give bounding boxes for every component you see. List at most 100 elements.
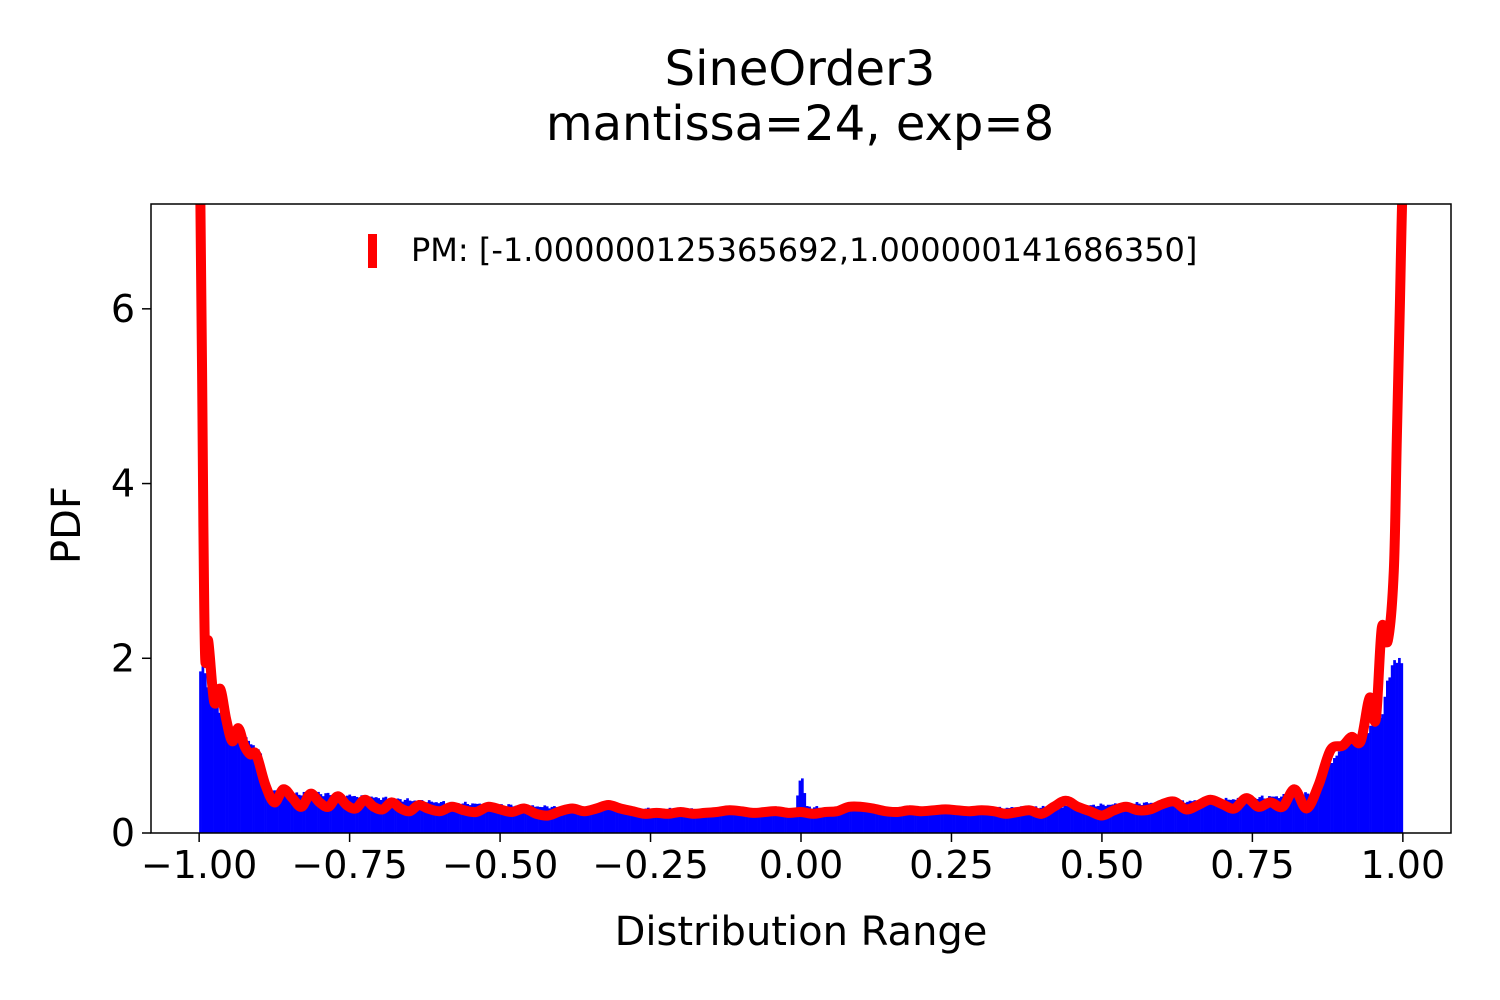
histogram-bar: [996, 807, 999, 833]
histogram-bar: [1395, 662, 1399, 833]
histogram-bar: [1082, 806, 1086, 833]
histogram-bar: [615, 808, 619, 833]
histogram-bar: [846, 810, 850, 833]
histogram-bar: [897, 809, 901, 833]
histogram-bar: [861, 810, 864, 833]
histogram-bar: [646, 807, 650, 833]
histogram-bar: [401, 801, 405, 833]
histogram-bar: [736, 809, 739, 833]
histogram-bar: [242, 742, 246, 833]
histogram-bar: [1203, 798, 1206, 833]
histogram-bar: [562, 808, 566, 833]
legend-label: PM: [-1.000000125365692,1.00000014168635…: [411, 231, 1197, 269]
histogram-bar: [1292, 795, 1295, 833]
histogram-bar: [418, 800, 421, 833]
histogram-bar: [704, 808, 708, 833]
histogram-bar: [293, 793, 296, 833]
histogram-bar: [379, 799, 383, 833]
histogram-bar: [1169, 802, 1173, 833]
histogram-bar: [524, 806, 527, 833]
y-tick-label: 0: [111, 811, 135, 855]
histogram-bar: [675, 809, 679, 833]
histogram-bar: [225, 721, 229, 833]
histogram-bar: [1178, 800, 1182, 833]
histogram-bar: [577, 807, 580, 833]
histogram-bar: [353, 795, 356, 833]
histogram-bar: [249, 744, 253, 833]
histogram-bar: [1215, 799, 1218, 833]
histogram-bar: [608, 808, 612, 833]
histogram-bar: [820, 808, 823, 833]
histogram-bar: [1075, 806, 1079, 833]
legend: PM: [-1.000000125365692,1.00000014168635…: [368, 231, 1197, 269]
histogram-bar: [755, 810, 758, 833]
histogram-bar: [350, 796, 354, 833]
histogram-bar: [281, 790, 284, 833]
histogram-bar: [329, 795, 332, 833]
histogram-bar: [1388, 677, 1392, 833]
histogram-bar: [367, 797, 371, 833]
histogram-bar: [1376, 718, 1380, 833]
histogram-bar: [1277, 798, 1281, 833]
histogram-bar: [514, 805, 518, 833]
histogram-bar: [858, 809, 862, 833]
histogram-bar: [767, 810, 771, 833]
histogram-bar: [786, 809, 790, 833]
histogram-bar: [716, 810, 720, 833]
histogram-bar: [801, 778, 804, 833]
histogram-bar: [372, 797, 376, 833]
histogram-bar: [228, 725, 231, 833]
histogram-bar: [656, 808, 660, 833]
histogram-bar: [680, 809, 684, 833]
x-tick-label: 0.75: [1210, 843, 1295, 887]
histogram-bar: [957, 810, 961, 833]
histogram-bar: [993, 809, 997, 833]
histogram-bar: [606, 809, 609, 833]
histogram-bar: [1241, 800, 1245, 833]
y-tick-label: 2: [111, 636, 135, 680]
histogram-bar: [1005, 807, 1009, 833]
histogram-bar: [827, 807, 831, 833]
histogram-bar: [969, 809, 973, 833]
histogram-bar: [1378, 717, 1382, 833]
legend-swatch: [368, 234, 377, 268]
histogram-bar: [512, 806, 515, 833]
histogram-bar: [839, 808, 843, 833]
histogram-bar: [890, 810, 893, 833]
histogram-bar: [516, 805, 520, 833]
histogram-bar: [423, 802, 426, 833]
histogram-bar: [1260, 795, 1264, 833]
histogram-bar: [403, 799, 407, 833]
histogram-bar: [459, 804, 462, 833]
histogram-bar: [1212, 800, 1216, 833]
histogram-bar: [1352, 738, 1356, 833]
histogram-bar: [346, 795, 349, 833]
histogram-bar: [1200, 800, 1204, 833]
histogram-bar: [538, 806, 542, 833]
histogram-bar: [702, 809, 706, 833]
histogram-bar: [565, 806, 568, 833]
histogram-bar: [1361, 725, 1365, 833]
histogram-bar: [654, 808, 657, 833]
histogram-bar: [1236, 797, 1240, 833]
histogram-bar: [348, 794, 352, 833]
histogram-bar: [837, 807, 840, 833]
histogram-bar: [413, 800, 417, 833]
histogram-bar: [1109, 804, 1112, 833]
histogram-bar: [921, 810, 925, 833]
histogram-bar: [1227, 799, 1230, 833]
histogram-bar: [1008, 808, 1011, 833]
histogram-bar: [509, 804, 513, 833]
histogram-bar: [834, 809, 838, 833]
histogram-bar: [338, 793, 342, 833]
histogram-bar: [810, 808, 814, 833]
histogram-bar: [1210, 800, 1213, 833]
histogram-bar: [526, 807, 530, 833]
histogram-bar: [208, 695, 212, 833]
histogram-bar: [748, 809, 751, 833]
histogram-bar: [1243, 799, 1247, 833]
histogram-bar: [220, 717, 224, 833]
histogram-bar: [528, 805, 532, 833]
histogram-bar: [998, 806, 1002, 833]
histogram-bar: [444, 803, 448, 833]
